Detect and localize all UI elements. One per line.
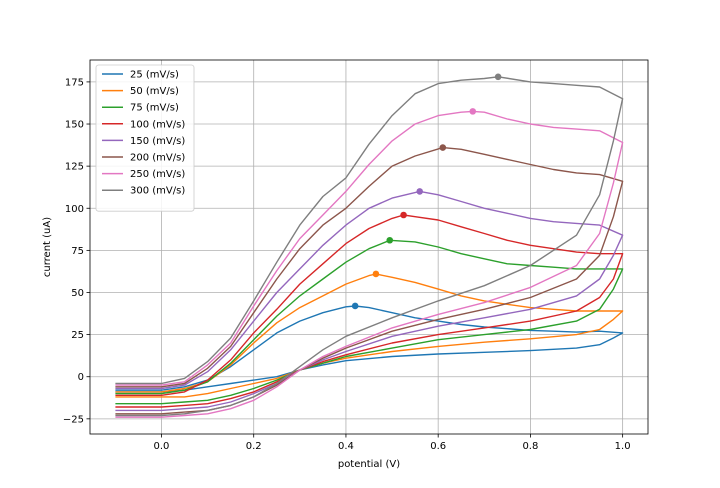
legend-entry: 150 (mV/s) xyxy=(130,136,185,147)
peak-marker xyxy=(400,211,407,219)
peak-marker xyxy=(372,270,380,278)
peak-marker xyxy=(416,188,424,195)
peak-marker xyxy=(494,73,502,81)
y-tick-label: 100 xyxy=(65,204,84,215)
y-tick-label: 25 xyxy=(71,330,84,341)
x-tick-label: 0.4 xyxy=(338,441,354,452)
legend: 25 (mV/s) 50 (mV/s) 75 (mV/s) 100 (mV/s) 150… xyxy=(95,64,195,212)
axis-ticks: 0.0 0.2 0.4 0.6 0.8 1.0 −25 0 25 50 75 100 125 150 175 xyxy=(63,77,631,452)
legend-box xyxy=(95,64,195,212)
x-tick-label: 0.2 xyxy=(246,441,262,452)
legend-entry: 100 (mV/s) xyxy=(130,119,185,130)
plot-frame xyxy=(89,59,649,435)
series-line xyxy=(115,190,624,412)
series-line xyxy=(115,239,624,405)
x-tick-label: 0.8 xyxy=(522,441,538,452)
y-axis-label: current (uA) xyxy=(42,217,53,277)
series-line xyxy=(115,76,624,417)
legend-entry: 75 (mV/s) xyxy=(130,103,179,114)
y-tick-label: 125 xyxy=(65,162,84,173)
legend-entry: 200 (mV/s) xyxy=(130,153,185,164)
x-axis-label: potential (V) xyxy=(338,459,400,470)
series-line xyxy=(115,214,624,408)
peak-marker xyxy=(439,144,447,151)
legend-entry: 25 (mV/s) xyxy=(130,70,179,81)
legend-entry: 50 (mV/s) xyxy=(130,86,179,97)
series-line xyxy=(115,110,624,418)
legend-entry: 250 (mV/s) xyxy=(130,169,185,180)
y-tick-label: 0 xyxy=(78,372,84,383)
peak-marker xyxy=(386,236,394,244)
x-tick-label: 0.0 xyxy=(154,441,170,452)
series-line xyxy=(115,305,624,393)
y-tick-label: 75 xyxy=(71,246,84,257)
peak-marker xyxy=(469,108,477,115)
y-tick-label: 50 xyxy=(71,288,84,299)
y-tick-label: 150 xyxy=(65,120,84,131)
legend-entry: 300 (mV/s) xyxy=(130,186,185,197)
y-tick-label: −25 xyxy=(63,414,84,425)
y-tick-label: 175 xyxy=(65,77,84,88)
x-tick-label: 1.0 xyxy=(615,441,631,452)
x-tick-label: 0.6 xyxy=(430,441,446,452)
series-lines xyxy=(115,73,624,418)
peak-marker xyxy=(351,302,359,310)
